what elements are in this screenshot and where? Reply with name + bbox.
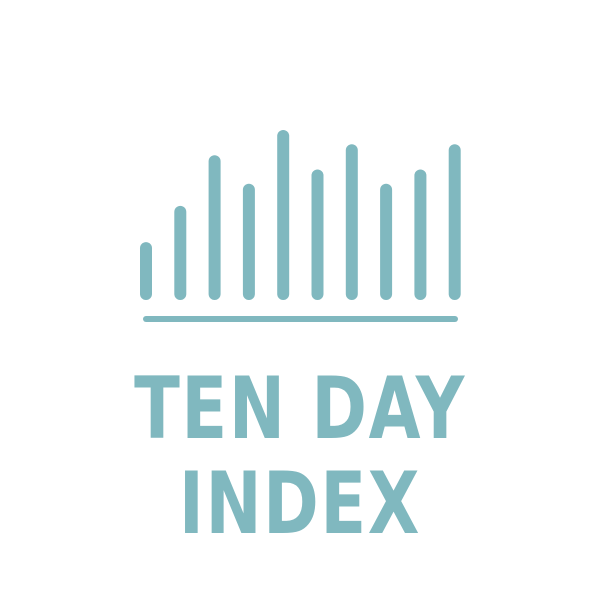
bar-chart-icon <box>140 130 461 322</box>
brand-line-1: TEN DAY <box>134 359 466 459</box>
brand-line-2: INDEX <box>178 454 422 554</box>
